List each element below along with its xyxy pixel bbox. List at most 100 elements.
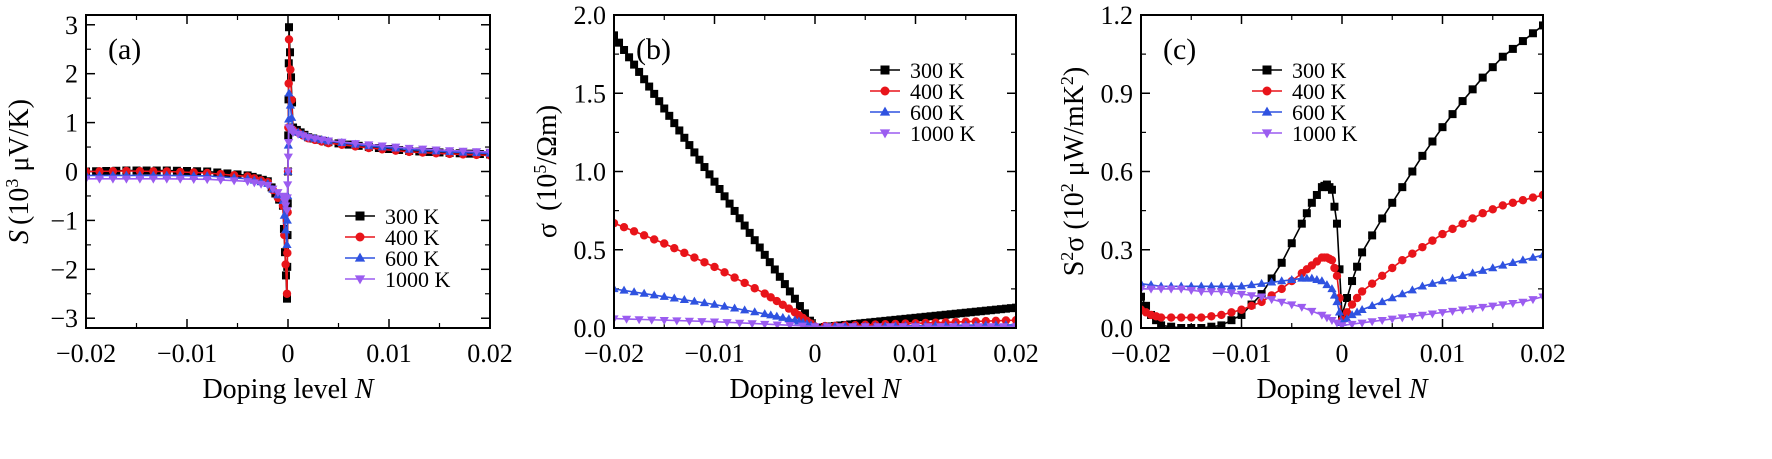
data-point — [162, 175, 172, 184]
data-point — [785, 322, 795, 328]
legend-label: 1000 K — [1292, 121, 1358, 146]
data-point — [281, 202, 291, 211]
y-tick-label: 1.0 — [574, 158, 607, 187]
data-point — [684, 317, 694, 326]
plot-frame — [85, 14, 491, 329]
data-point — [730, 273, 739, 282]
data-point — [1428, 236, 1437, 245]
x-tick-label: 0 — [282, 339, 295, 368]
legend-marker — [355, 211, 365, 221]
data-point — [898, 323, 908, 328]
legend-label: 300 K — [385, 204, 440, 229]
data-point — [283, 168, 293, 177]
data-point — [282, 207, 292, 216]
data-point — [1330, 263, 1339, 273]
data-point — [766, 310, 776, 319]
data-point — [1408, 249, 1417, 258]
panel-b: −0.02 −0.01 0 0.01 0.02 0.0 0.5 1.0 1.5 2.0 (b) 300… — [530, 1, 1039, 405]
data-point — [1538, 250, 1543, 259]
data-point — [689, 296, 699, 305]
panel-a: −0.02 −0.01 0 0.01 0.02 −3 −2 −1 0 1 2 3 (a) 300 K400… — [2, 11, 513, 405]
data-point — [1347, 300, 1357, 309]
data-point — [784, 314, 794, 323]
x-tick-label: 0 — [809, 339, 822, 368]
data-point — [672, 317, 682, 326]
y-axis-label-sup: 2 — [1057, 183, 1077, 192]
data-point — [1334, 307, 1345, 316]
data-point — [1206, 288, 1216, 297]
data-point — [1468, 305, 1478, 314]
data-point — [1478, 265, 1488, 274]
y-tick-label: 3 — [65, 11, 78, 40]
data-point — [1246, 280, 1257, 289]
data-point — [1488, 263, 1498, 272]
data-point — [175, 175, 185, 184]
data-point — [647, 316, 657, 325]
data-point — [284, 138, 294, 147]
data-point — [750, 284, 759, 293]
y-tick-label: 0.3 — [1101, 236, 1134, 265]
y-tick-label: 1.5 — [574, 79, 607, 108]
data-point — [1528, 29, 1537, 38]
data-point — [1478, 303, 1488, 312]
data-point — [709, 318, 720, 327]
data-point — [1458, 271, 1468, 280]
data-point — [778, 300, 788, 310]
data-point — [202, 176, 212, 185]
data-point — [1478, 73, 1487, 82]
data-point — [283, 153, 293, 162]
data-point — [1353, 262, 1362, 271]
data-point — [709, 299, 720, 308]
data-point — [639, 231, 649, 240]
data-point — [323, 137, 333, 146]
x-axis-label-var: N — [881, 374, 902, 405]
data-point — [458, 147, 468, 156]
data-point — [873, 323, 883, 328]
data-point — [1330, 202, 1339, 211]
data-point — [1458, 219, 1467, 228]
data-point — [1518, 195, 1528, 205]
data-point — [1468, 268, 1478, 277]
data-point — [431, 146, 441, 155]
data-point — [961, 323, 971, 328]
data-point — [1447, 307, 1458, 316]
x-tick-label: 0.02 — [993, 339, 1039, 368]
data-point — [615, 38, 624, 47]
data-point — [1468, 214, 1477, 223]
x-tick-label: 0 — [1336, 339, 1349, 368]
data-point — [281, 260, 290, 269]
data-point — [659, 316, 669, 325]
data-point — [679, 295, 689, 304]
legend-marker — [354, 252, 366, 262]
data-point — [1408, 167, 1417, 176]
data-point — [690, 148, 699, 157]
legend-label: 1000 K — [910, 121, 976, 146]
data-point — [1207, 312, 1216, 321]
data-point — [1388, 198, 1397, 207]
data-point — [285, 100, 295, 109]
data-point — [797, 322, 808, 328]
data-point — [659, 291, 669, 300]
data-point — [1417, 281, 1427, 290]
y-tick-label: 0.6 — [1101, 158, 1134, 187]
data-point — [1518, 37, 1527, 46]
data-point — [735, 319, 745, 328]
data-point — [1322, 314, 1332, 323]
data-point — [822, 323, 833, 328]
data-point — [660, 104, 669, 113]
data-point — [1508, 257, 1518, 266]
data-point — [1226, 289, 1237, 298]
data-point — [1227, 308, 1236, 317]
data-point — [1528, 296, 1538, 305]
data-point — [1538, 190, 1543, 200]
data-point — [1518, 298, 1528, 307]
data-point — [268, 185, 278, 194]
x-tick-label: −0.01 — [157, 339, 217, 368]
data-point — [1011, 323, 1016, 328]
data-point — [1307, 273, 1317, 282]
data-point — [685, 141, 694, 150]
data-point — [655, 97, 664, 106]
legend-marker — [354, 275, 366, 285]
data-point — [625, 53, 634, 62]
y-axis-label-var: S — [4, 230, 35, 244]
